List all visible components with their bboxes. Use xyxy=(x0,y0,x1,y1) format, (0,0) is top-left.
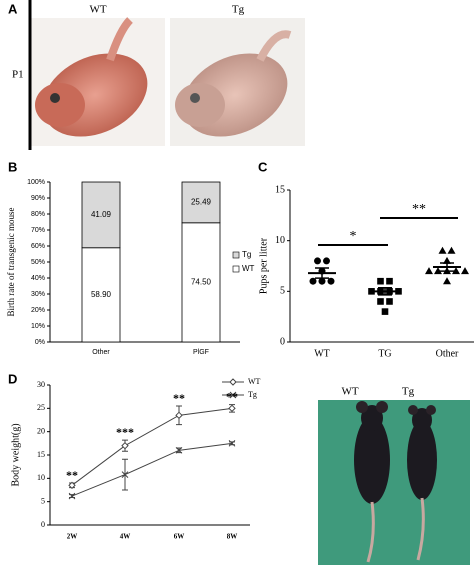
photo-d xyxy=(318,400,470,565)
x-tick-label: Other xyxy=(92,349,110,356)
point xyxy=(175,411,183,420)
error-bar xyxy=(378,287,392,296)
point xyxy=(443,256,451,264)
x-tick-label: Other xyxy=(436,348,459,359)
y-tick-label: 10 xyxy=(275,235,285,246)
y-tick-label: 30% xyxy=(31,291,45,298)
value-label: 41.09 xyxy=(91,210,112,219)
y-tick-label: 5 xyxy=(41,496,45,505)
point xyxy=(377,277,384,285)
point xyxy=(425,267,433,275)
point xyxy=(68,481,76,490)
point xyxy=(121,471,129,478)
row-label: P1 xyxy=(12,69,24,81)
value-label: 74.50 xyxy=(191,278,212,287)
column-label: Tg xyxy=(232,4,245,16)
annotation: *** xyxy=(116,425,134,439)
x-tick-label: PlGF xyxy=(193,349,209,356)
panel-label: C xyxy=(258,159,268,174)
y-axis-label: Body weight(g) xyxy=(10,423,21,486)
panel-label: A xyxy=(8,1,18,16)
y-axis-label: Birth rate of transgenic mouse xyxy=(6,208,16,317)
error-bar xyxy=(440,262,454,272)
value-label: 58.90 xyxy=(91,290,112,299)
point xyxy=(229,391,237,399)
point xyxy=(121,441,129,450)
legend-swatch xyxy=(232,251,240,259)
y-tick-label: 0 xyxy=(280,336,285,347)
column-label: WT xyxy=(89,4,106,16)
y-tick-label: 40% xyxy=(31,275,45,282)
point xyxy=(386,298,393,305)
annotation: ** xyxy=(226,389,238,403)
bar-segment xyxy=(81,181,121,249)
line xyxy=(71,442,233,497)
point xyxy=(438,246,447,254)
y-tick-label: 20% xyxy=(31,307,45,314)
point xyxy=(68,492,76,500)
legend-label: WT xyxy=(248,377,261,386)
bar-segment xyxy=(81,247,121,343)
panel-label: B xyxy=(8,159,17,174)
panel-label: D xyxy=(8,371,17,386)
error-bar xyxy=(315,267,329,279)
point xyxy=(229,378,237,386)
point xyxy=(309,277,317,285)
point xyxy=(175,446,183,454)
point xyxy=(447,246,456,254)
point xyxy=(443,277,451,285)
legend-label: WT xyxy=(242,264,255,273)
legend-swatch xyxy=(232,265,240,273)
point xyxy=(323,257,330,265)
annotation: * xyxy=(350,229,357,244)
annotation: ** xyxy=(173,391,185,405)
point xyxy=(314,257,321,265)
y-tick-label: 60% xyxy=(31,243,45,250)
y-tick-label: 10 xyxy=(37,473,45,482)
line xyxy=(71,407,233,486)
y-tick-label: 50% xyxy=(31,259,45,266)
x-tick-label: WT xyxy=(314,348,330,359)
bar-segment xyxy=(181,181,221,224)
y-tick-label: 15 xyxy=(37,450,45,459)
annotation: ** xyxy=(66,468,78,482)
bar-segment xyxy=(181,222,221,343)
y-tick-label: 5 xyxy=(280,286,285,297)
photo-label: WT xyxy=(341,386,358,398)
point xyxy=(386,277,393,285)
y-axis-label: Pups per litter xyxy=(258,237,269,294)
y-tick-label: 0% xyxy=(35,339,45,346)
point xyxy=(228,439,236,447)
point xyxy=(327,277,335,285)
value-label: 25.49 xyxy=(191,198,212,207)
y-tick-label: 80% xyxy=(31,211,45,218)
y-tick-label: 0 xyxy=(41,520,45,529)
y-tick-label: 30 xyxy=(37,380,45,389)
point xyxy=(381,308,389,315)
y-tick-label: 90% xyxy=(31,195,45,202)
annotation: ** xyxy=(412,202,426,217)
photo-label: Tg xyxy=(402,386,415,398)
photo-a xyxy=(28,0,305,150)
point xyxy=(228,404,236,413)
point xyxy=(452,267,460,275)
x-tick-label: TG xyxy=(378,348,391,359)
point xyxy=(318,277,326,285)
x-tick-label: 4W xyxy=(120,533,131,541)
y-tick-label: 100% xyxy=(27,179,45,186)
y-tick-label: 10% xyxy=(31,323,45,330)
point xyxy=(461,267,469,275)
x-tick-label: 6W xyxy=(174,533,185,541)
legend-label: Tg xyxy=(248,390,257,399)
point xyxy=(377,298,384,305)
y-tick-label: 70% xyxy=(31,227,45,234)
point xyxy=(434,267,442,275)
y-tick-label: 25 xyxy=(37,403,45,412)
legend-label: Tg xyxy=(242,250,251,259)
x-tick-label: 2W xyxy=(67,533,78,541)
x-tick-label: 8W xyxy=(227,533,238,541)
y-tick-label: 20 xyxy=(37,426,45,435)
y-tick-label: 15 xyxy=(275,184,285,195)
